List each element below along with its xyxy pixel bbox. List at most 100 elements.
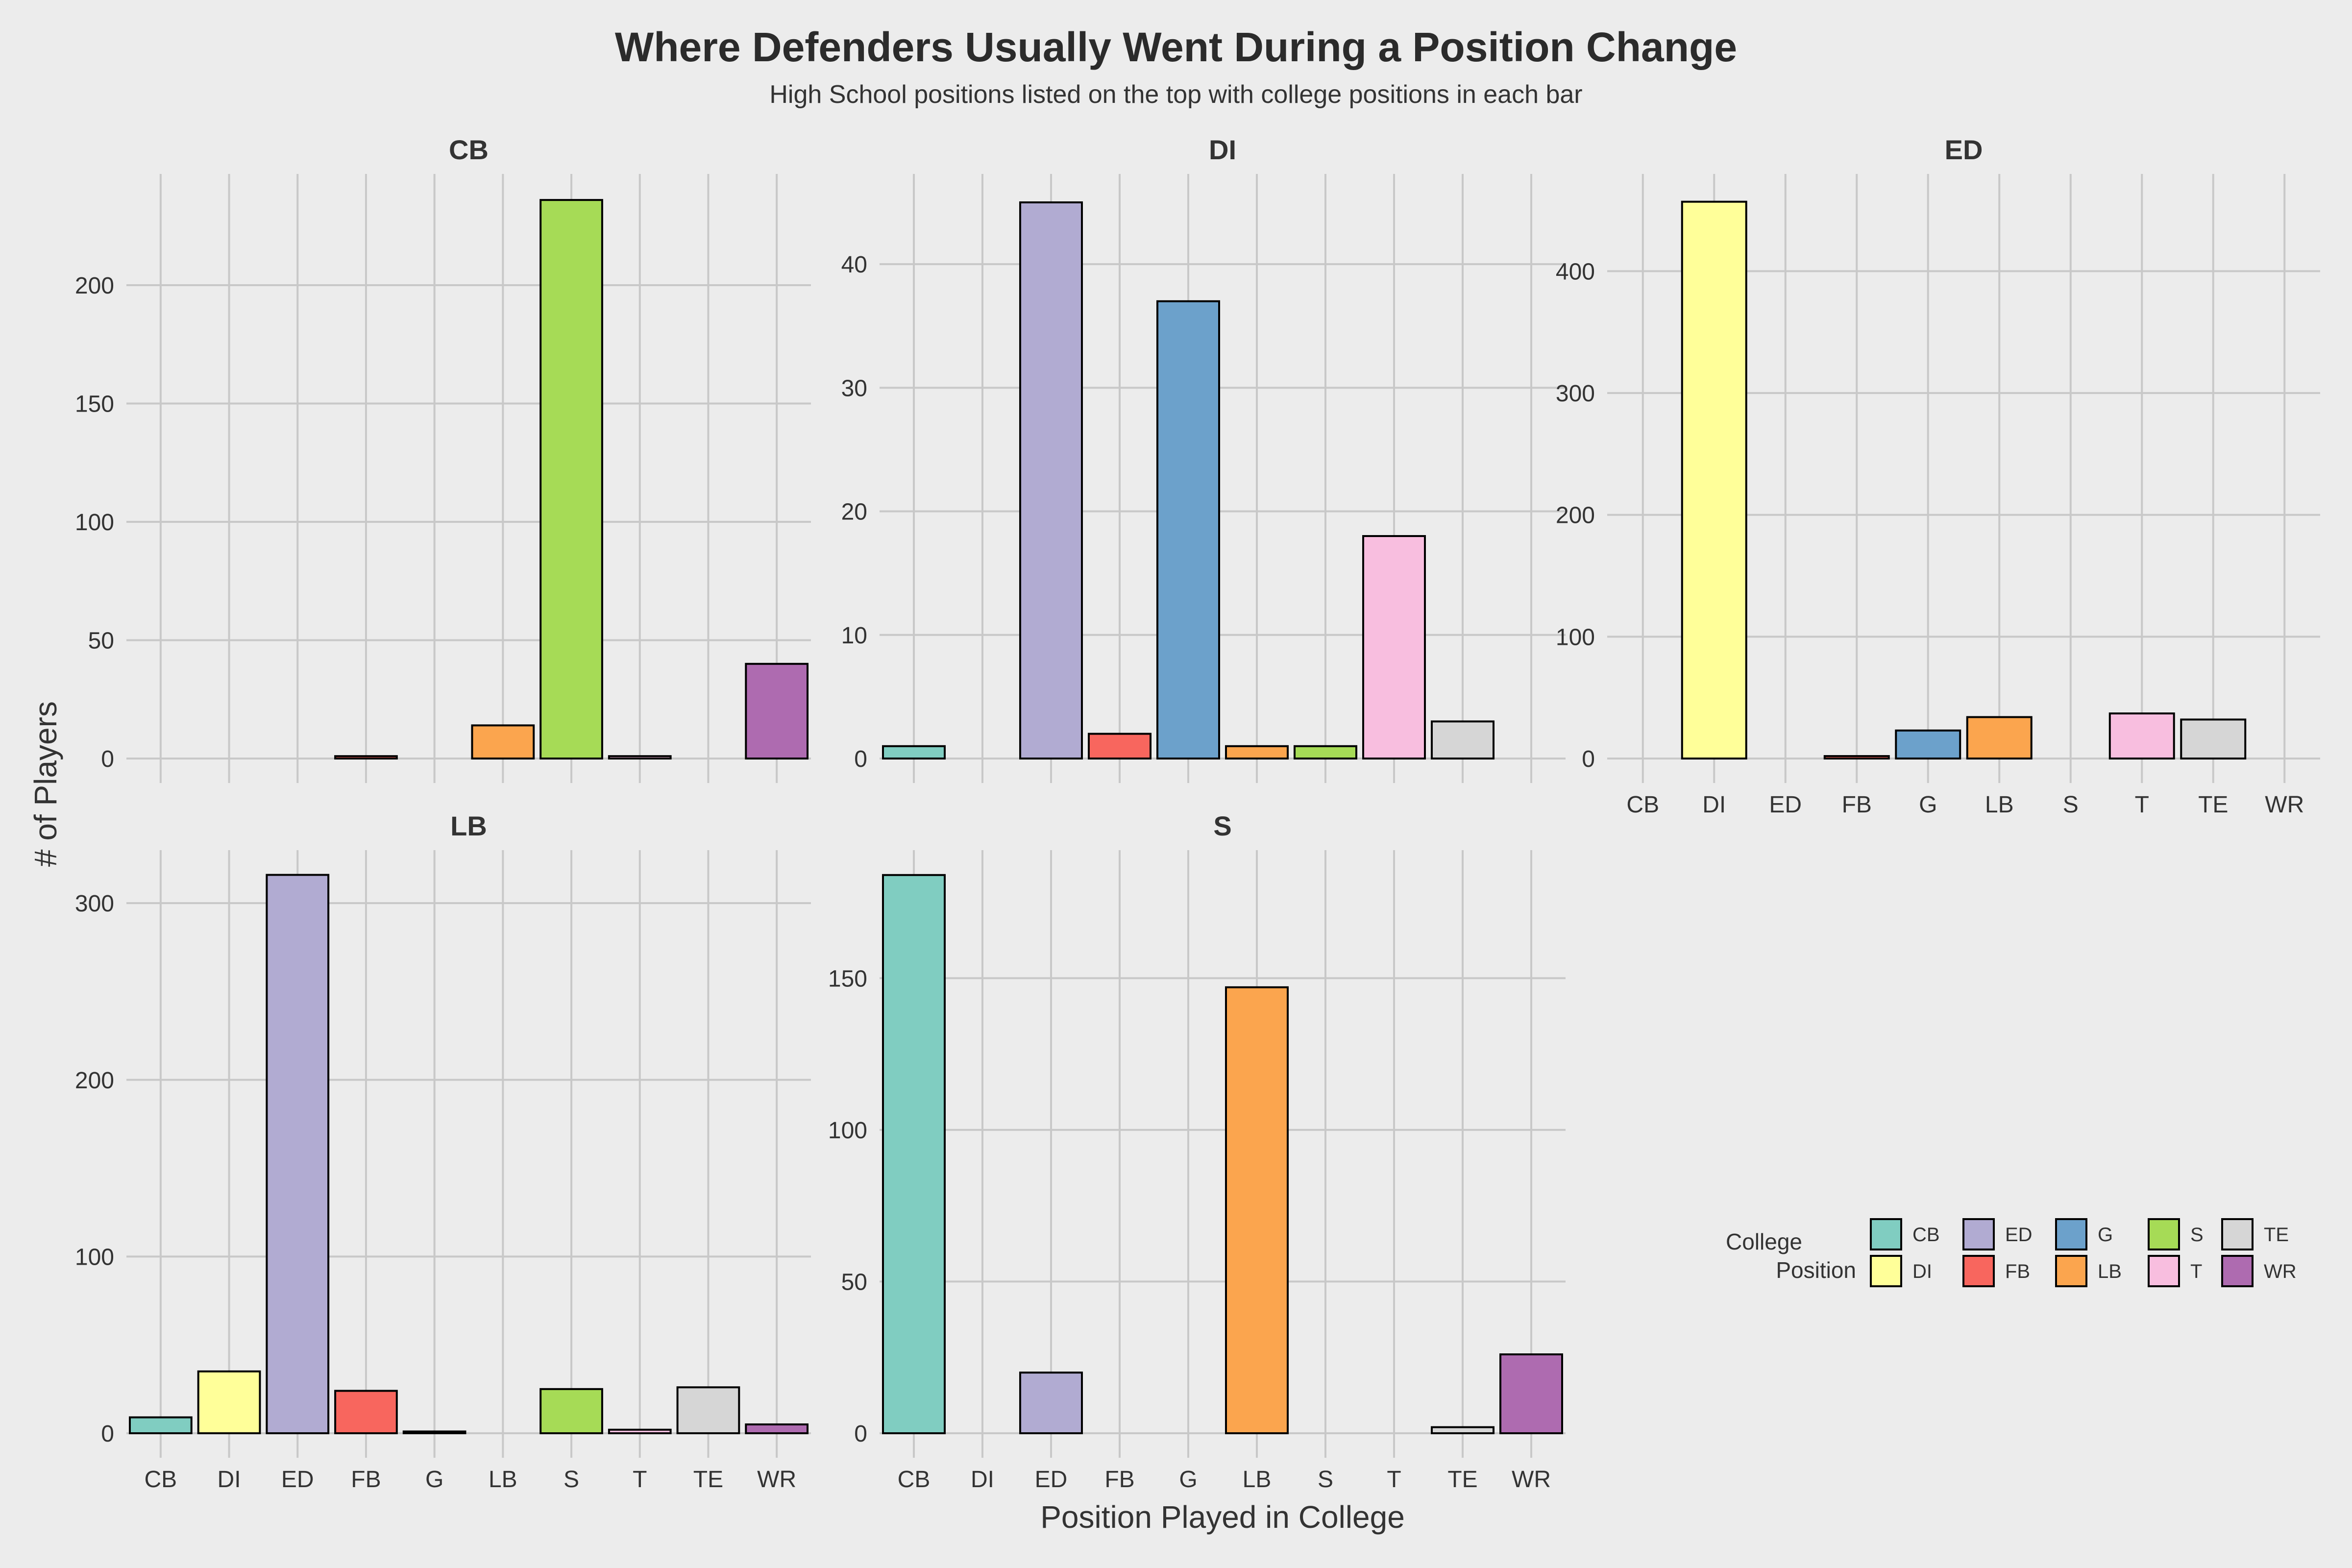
legend-swatch-lb	[2055, 1255, 2087, 1287]
bar-lb-wr	[745, 1423, 809, 1435]
x-tick-label: LB	[489, 1467, 517, 1493]
bar-lb-cb	[128, 1416, 193, 1434]
x-tick-label: DI	[1702, 792, 1726, 818]
bar-ed-te	[2180, 718, 2247, 760]
bar-s-wr	[1499, 1353, 1563, 1435]
bar-s-te	[1431, 1426, 1494, 1435]
y-tick-label: 300	[1556, 381, 1595, 407]
chart-subtitle: High School positions listed on the top …	[769, 80, 1582, 109]
bar-lb-ed	[266, 874, 330, 1434]
x-tick-label: LB	[1243, 1467, 1272, 1493]
x-tick-label: S	[1318, 1467, 1333, 1493]
x-tick-label: CB	[1626, 792, 1659, 818]
x-tick-label: WR	[1512, 1467, 1551, 1493]
y-tick-label: 150	[75, 392, 114, 417]
x-tick-label: WR	[757, 1467, 796, 1493]
y-tick-label: 30	[841, 375, 867, 401]
y-tick-label: 0	[854, 746, 867, 772]
y-tick-label: 300	[75, 891, 114, 917]
legend-label-fb: FB	[2005, 1261, 2030, 1282]
bar-lb-te	[676, 1386, 740, 1435]
x-tick-label: FB	[1104, 1467, 1134, 1493]
legend-swatch-cb	[1870, 1218, 1902, 1250]
legend-label-s: S	[2190, 1224, 2204, 1246]
legend-label-wr: WR	[2264, 1261, 2297, 1282]
legend-title: College	[1726, 1229, 1802, 1254]
x-tick-label: G	[425, 1467, 443, 1493]
y-tick-label: 200	[75, 1068, 114, 1094]
chart-title: Where Defenders Usually Went During a Po…	[615, 24, 1737, 70]
y-tick-label: 400	[1556, 259, 1595, 285]
legend-swatch-fb	[1962, 1255, 1995, 1287]
bar-ed-g	[1895, 729, 1961, 760]
x-tick-label: TE	[693, 1467, 723, 1493]
legend-swatch-s	[2148, 1218, 2180, 1250]
legend-swatch-te	[2221, 1218, 2254, 1250]
bar-di-s	[1294, 745, 1357, 760]
y-tick-label: 50	[88, 628, 114, 654]
bar-di-ed	[1019, 201, 1083, 760]
x-tick-label: DI	[971, 1467, 994, 1493]
facet-panel-s: S 0 50 100 150 CB DI ED FB G LB S T TE WR	[828, 810, 1566, 1493]
bar-di-cb	[882, 745, 946, 760]
x-tick-label: S	[2063, 792, 2079, 818]
x-tick-label: FB	[351, 1467, 381, 1493]
bar-cb-lb	[471, 724, 535, 760]
x-tick-label: T	[2135, 792, 2149, 818]
facet-panels: CB 0 50 100 150 200 DI 0 10 20 30 40 ED 0 100 200 300 400…	[75, 134, 2320, 1493]
x-tick-label: WR	[2265, 792, 2304, 818]
facet-panel-ed: ED 0 100 200 300 400 CB DI ED FB G LB S T TE WR	[1556, 134, 2320, 818]
y-tick-label: 0	[1582, 746, 1595, 772]
x-tick-label: G	[1179, 1467, 1197, 1493]
facet-title: S	[1213, 810, 1231, 841]
x-tick-label: T	[1387, 1467, 1401, 1493]
facet-title: LB	[450, 810, 487, 841]
x-tick-label: ED	[1769, 792, 1802, 818]
x-tick-label: DI	[218, 1467, 241, 1493]
x-tick-label: LB	[1985, 792, 2014, 818]
legend-label-te: TE	[2264, 1224, 2289, 1246]
y-tick-label: 10	[841, 623, 867, 649]
y-tick-label: 100	[1556, 624, 1595, 650]
y-tick-label: 50	[841, 1269, 867, 1295]
legend-swatch-di	[1870, 1255, 1902, 1287]
legend-swatch-t	[2148, 1255, 2180, 1287]
facet-panel-cb: CB 0 50 100 150 200	[75, 134, 811, 783]
y-tick-label: 0	[854, 1421, 867, 1447]
bar-lb-g	[402, 1430, 466, 1435]
bar-cb-s	[539, 199, 603, 760]
y-tick-label: 200	[75, 273, 114, 299]
legend-swatch-wr	[2221, 1255, 2254, 1287]
legend-label-di: DI	[1912, 1261, 1932, 1282]
bar-ed-di	[1681, 200, 1747, 760]
y-tick-label: 100	[75, 510, 114, 536]
bar-lb-t	[608, 1428, 672, 1434]
bar-lb-s	[539, 1388, 603, 1434]
x-tick-label: TE	[1447, 1467, 1477, 1493]
legend-label-ed: ED	[2005, 1224, 2033, 1246]
facet-title: DI	[1209, 134, 1236, 165]
x-tick-label: T	[633, 1467, 647, 1493]
x-tick-label: FB	[1842, 792, 1872, 818]
x-tick-label: G	[1919, 792, 1937, 818]
x-tick-label: ED	[281, 1467, 314, 1493]
x-tick-label: S	[564, 1467, 579, 1493]
legend-swatch-ed	[1962, 1218, 1995, 1250]
bar-s-cb	[882, 874, 946, 1434]
legend-title-line-2: Position	[1776, 1257, 1856, 1283]
bar-di-fb	[1088, 733, 1152, 760]
legend-label-lb: LB	[2098, 1261, 2122, 1282]
y-tick-label: 20	[841, 499, 867, 525]
x-tick-label: TE	[2198, 792, 2228, 818]
x-tick-label: CB	[145, 1467, 177, 1493]
y-tick-label: 200	[1556, 503, 1595, 529]
x-tick-label: ED	[1035, 1467, 1068, 1493]
y-tick-label: 0	[101, 746, 114, 772]
bar-cb-t	[608, 755, 672, 760]
y-tick-label: 100	[828, 1118, 867, 1144]
bar-di-lb	[1225, 745, 1289, 760]
bar-di-g	[1156, 300, 1220, 760]
bar-lb-fb	[334, 1390, 398, 1435]
bar-cb-wr	[745, 662, 809, 760]
